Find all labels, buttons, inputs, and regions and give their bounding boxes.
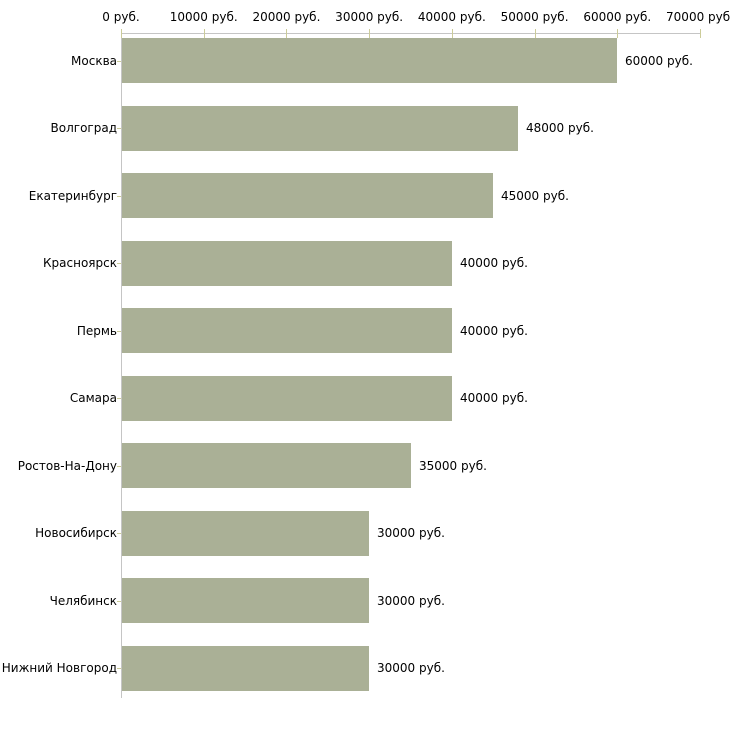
x-axis-tick-label: 50000 руб. [500,10,569,24]
x-axis-tick [617,29,619,38]
bar-value-label: 48000 руб. [526,121,594,135]
category-tick [117,196,121,197]
bar-10 [122,645,369,691]
x-axis-tick [203,29,205,38]
x-axis-tick-label: 40000 руб. [417,10,486,24]
bar-value-label: 30000 руб. [377,661,445,675]
bar-5 [122,308,452,353]
category-label: Челябинск [49,593,117,608]
bar-value-label: 45000 руб. [501,188,569,203]
bar-value-label: 35000 руб. [419,458,487,473]
y-axis-line [121,33,122,698]
category-tick [117,128,121,129]
x-axis-tick-label: 10000 руб. [169,10,238,24]
x-axis-tick-label: 60000 руб. [583,10,652,24]
category-tick [117,668,121,669]
category-label: Красноярск [43,256,117,270]
x-axis-tick-label: 0 руб. [102,10,140,24]
bar-7 [122,443,411,488]
category-tick [117,331,121,332]
category-label: Ростов-На-Дону [17,458,117,473]
x-axis-tick-label: 30000 руб. [335,10,404,24]
category-label: Екатеринбург [28,188,117,203]
category-tick [117,601,121,602]
x-axis-tick [534,29,536,38]
category-label: Пермь [76,323,117,338]
category-label: Москва [71,53,117,68]
category-tick [117,61,121,62]
x-axis-tick [700,29,701,38]
x-axis-tick [369,29,371,38]
x-axis-tick [451,29,453,38]
bar-8 [122,510,369,556]
bar-value-label: 40000 руб. [460,391,528,405]
bar-9 [122,578,369,623]
category-label: Самара [69,391,117,405]
category-tick [117,466,121,467]
x-axis-tick [286,29,288,38]
bar-2 [122,105,518,151]
bar-6 [122,375,452,421]
category-tick [117,398,121,399]
category-label: Нижний Новгород [1,661,117,675]
bar-4 [122,240,452,286]
x-axis-line [121,33,701,34]
bar-value-label: 30000 руб. [377,526,445,540]
category-tick [117,263,121,264]
bar-3 [122,173,493,218]
bar-value-label: 30000 руб. [377,593,445,608]
bar-value-label: 40000 руб. [460,256,528,270]
x-axis-tick-label: 20000 руб. [252,10,321,24]
category-tick [117,533,121,534]
bar-value-label: 40000 руб. [460,323,528,338]
x-axis-tick-label: 70000 руб. [666,10,730,24]
bar-value-label: 60000 руб. [625,53,693,68]
bar-1 [122,38,617,83]
x-axis-tick [121,29,122,38]
category-label: Волгоград [50,121,117,135]
category-label: Новосибирск [35,526,117,540]
